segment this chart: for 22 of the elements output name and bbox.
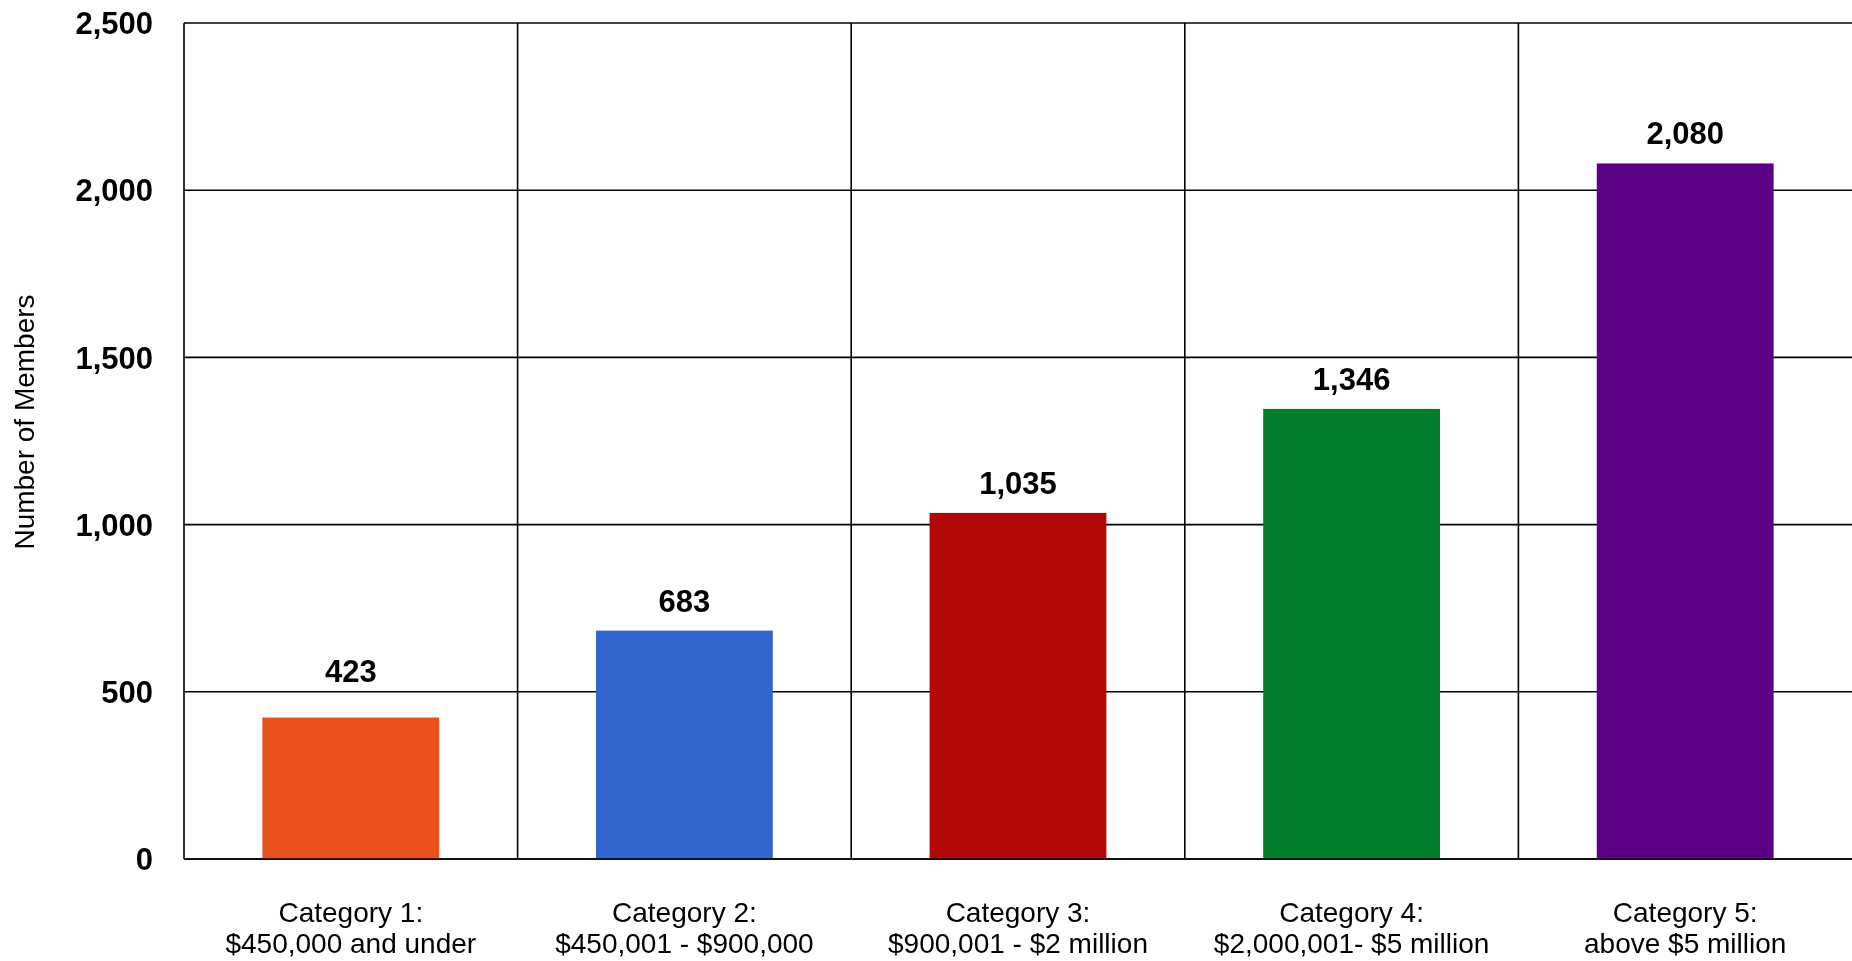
y-tick-label: 500 xyxy=(101,674,153,710)
data-label: 423 xyxy=(324,653,377,689)
data-label: 683 xyxy=(658,583,711,619)
y-tick-label: 2,000 xyxy=(75,173,153,209)
data-label: 2,080 xyxy=(1646,116,1724,152)
x-tick-label: Category 5: above $5 million xyxy=(1584,897,1787,959)
x-tick-label: Category 2: $450,001 - $900,000 xyxy=(555,897,814,959)
bar xyxy=(1263,408,1441,859)
x-tick-label: Category 3: $900,001 - $2 million xyxy=(888,897,1148,959)
bar xyxy=(929,512,1107,859)
data-label: 1,035 xyxy=(979,465,1057,501)
x-tick-label: Category 4: $2,000,001- $5 million xyxy=(1213,897,1490,959)
y-tick-label: 2,500 xyxy=(75,6,153,42)
x-tick-label: Category 1: $450,000 and under xyxy=(225,897,477,959)
data-label: 1,346 xyxy=(1312,361,1391,397)
y-tick-label: 0 xyxy=(135,842,153,878)
bar xyxy=(596,630,773,859)
y-tick-label: 1,500 xyxy=(75,340,153,376)
bar xyxy=(262,717,440,859)
y-tick-label: 1,000 xyxy=(75,507,153,543)
bar xyxy=(1596,163,1774,859)
y-axis-title: Number of Members xyxy=(9,294,40,550)
